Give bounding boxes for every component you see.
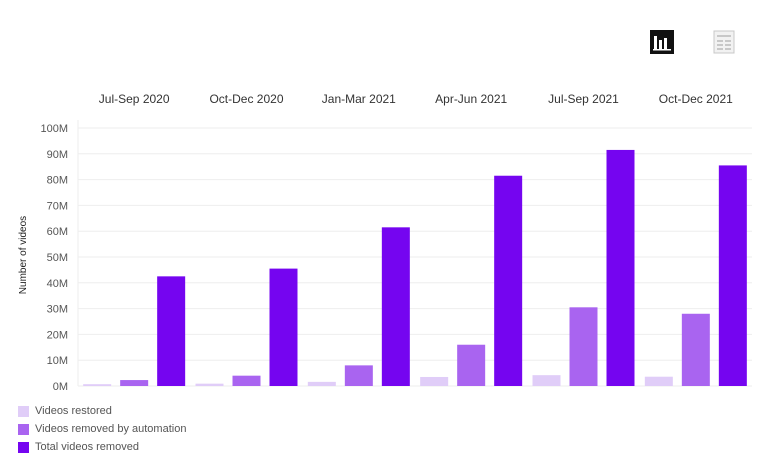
category-label: Jan-Mar 2021 (322, 92, 396, 106)
bar[interactable] (83, 384, 112, 386)
y-tick-label: 50M (47, 252, 68, 264)
bar[interactable] (718, 165, 747, 386)
grid (77, 120, 752, 387)
bar[interactable] (195, 383, 224, 386)
legend-item-restored[interactable]: Videos restored (18, 402, 186, 420)
y-tick-label: 20M (47, 329, 68, 341)
y-tick-label: 80M (47, 175, 68, 187)
legend-item-automation[interactable]: Videos removed by automation (18, 420, 186, 438)
category-label: Jul-Sep 2020 (99, 92, 170, 106)
legend-label: Videos restored (35, 405, 112, 417)
y-tick-label: 90M (47, 149, 68, 161)
legend-label: Videos removed by automation (35, 423, 187, 435)
bar[interactable] (381, 227, 410, 386)
legend-swatch (18, 423, 29, 435)
bar-chart-view-button[interactable] (650, 30, 674, 54)
legend-item-total[interactable]: Total videos removed (18, 438, 186, 456)
bar[interactable] (269, 268, 298, 386)
bar[interactable] (344, 365, 373, 386)
legend-label: Total videos removed (35, 441, 139, 453)
bar[interactable] (532, 375, 561, 386)
bar[interactable] (307, 381, 336, 386)
y-axis-ticks: 0M 10M 20M 30M 40M 50M 60M 70M 80M 90M 100M (40, 123, 68, 393)
table-view-button[interactable] (712, 30, 736, 54)
y-tick-label: 70M (47, 200, 68, 212)
bars (83, 149, 747, 386)
y-tick-label: 60M (47, 226, 68, 238)
bar[interactable] (644, 376, 673, 386)
y-tick-label: 100M (40, 123, 68, 135)
legend-swatch (18, 441, 29, 453)
bar[interactable] (494, 175, 523, 386)
bar[interactable] (232, 375, 261, 386)
bar[interactable] (457, 344, 486, 386)
y-tick-label: 30M (47, 304, 68, 316)
bar[interactable] (420, 376, 449, 386)
legend: Videos restored Videos removed by automa… (18, 402, 186, 456)
y-tick-label: 10M (47, 355, 68, 367)
y-tick-label: 40M (47, 278, 68, 290)
y-tick-label: 0M (53, 381, 68, 393)
category-label: Oct-Dec 2020 (209, 92, 283, 106)
y-axis-label: Number of videos (18, 216, 29, 294)
bar[interactable] (606, 149, 635, 386)
bar-chart-icon (650, 30, 674, 54)
category-label: Jul-Sep 2021 (548, 92, 619, 106)
bar[interactable] (569, 307, 598, 386)
bar[interactable] (157, 276, 186, 386)
bar[interactable] (681, 313, 710, 386)
category-label: Oct-Dec 2021 (659, 92, 733, 106)
table-icon (713, 30, 735, 54)
category-label: Apr-Jun 2021 (435, 92, 507, 106)
bar[interactable] (120, 380, 149, 386)
legend-swatch (18, 405, 29, 417)
category-labels: Jul-Sep 2020 Oct-Dec 2020 Jan-Mar 2021 Apr-… (99, 92, 733, 106)
